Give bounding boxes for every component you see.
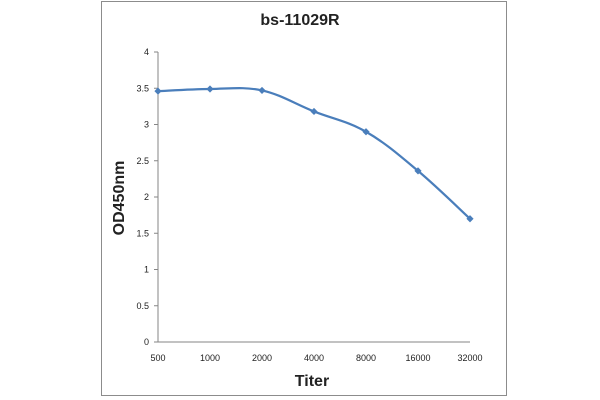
x-tick-label: 16000 <box>405 353 430 363</box>
x-tick-label: 500 <box>150 353 165 363</box>
chart-frame <box>101 1 507 396</box>
x-tick-label: 2000 <box>252 353 272 363</box>
y-tick-label: 2.5 <box>136 156 149 166</box>
data-point-marker <box>154 87 162 95</box>
axes: 0 0.5 1 1.5 2 2.5 3 3.5 4 500 1000 2000 4000 8000 1600… <box>136 47 482 363</box>
chart-title: bs-11029R <box>260 12 340 29</box>
series-group <box>154 85 474 223</box>
data-point-marker <box>466 215 474 223</box>
series-line <box>157 87 471 220</box>
y-tick-label: 1 <box>144 265 149 275</box>
data-point-marker <box>310 107 318 116</box>
y-tick-label: 3.5 <box>136 83 149 93</box>
data-point-marker <box>414 167 422 175</box>
data-point-marker <box>258 86 266 95</box>
y-tick-label: 2 <box>144 192 149 202</box>
x-tick-label: 4000 <box>304 353 324 363</box>
y-tick-label: 4 <box>144 47 149 57</box>
y-tick-label: 0.5 <box>136 301 149 311</box>
x-tick-label: 32000 <box>457 353 482 363</box>
x-tick-label: 8000 <box>356 353 376 363</box>
data-point-marker <box>362 128 370 136</box>
y-tick-label: 0 <box>144 337 149 347</box>
x-axis-title: Titer <box>295 373 329 390</box>
y-tick-label: 3 <box>144 120 149 130</box>
y-axis-title: OD450nm <box>111 161 128 236</box>
y-tick-label: 1.5 <box>136 228 149 238</box>
data-point-marker <box>206 85 214 93</box>
x-tick-label: 1000 <box>200 353 220 363</box>
